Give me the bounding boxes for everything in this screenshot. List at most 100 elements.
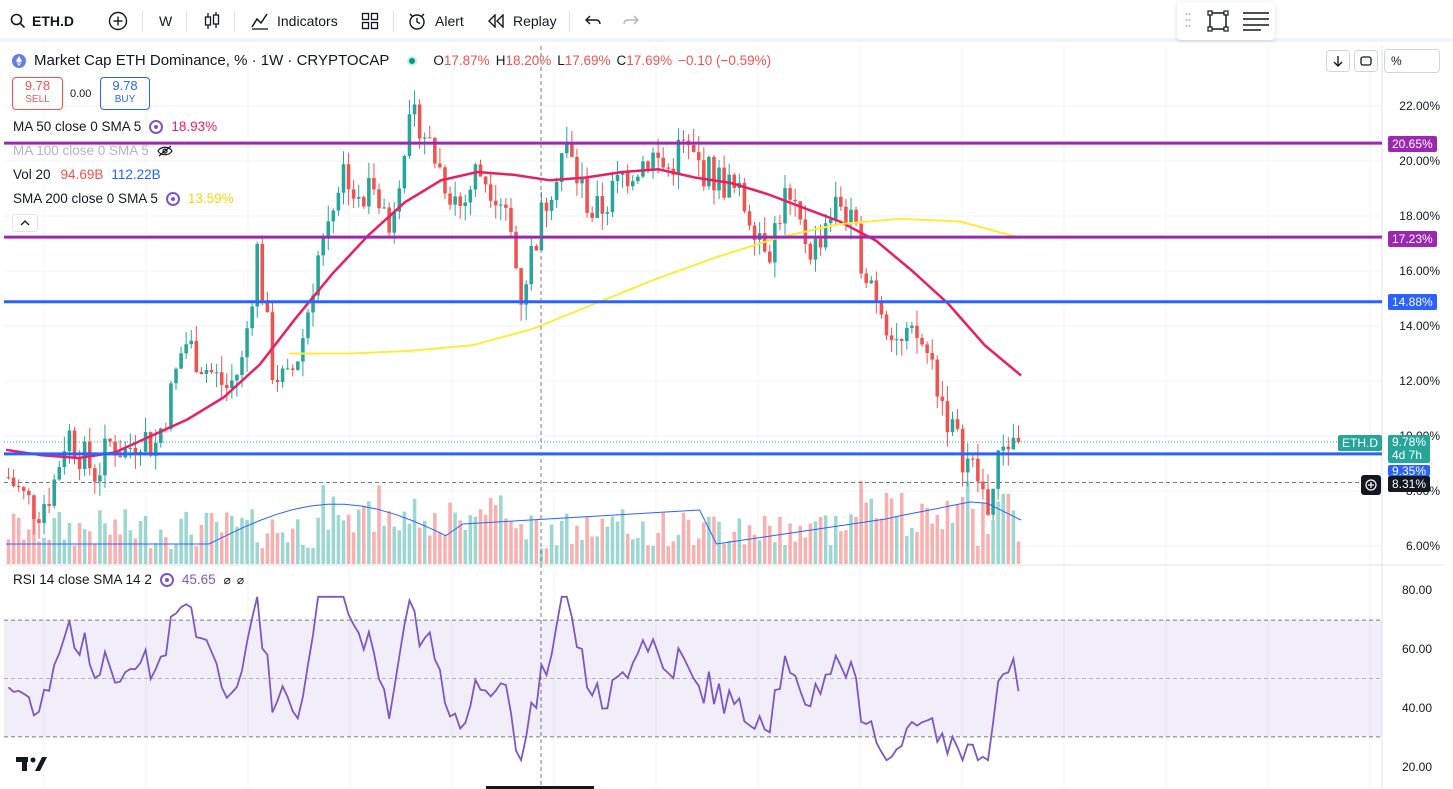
maximize-button[interactable] [1354, 50, 1378, 72]
volume-bar [351, 532, 356, 564]
volume-bar [666, 546, 671, 564]
rsi-legend[interactable]: RSI 14 close SMA 14 2 45.65 ⌀ ⌀ [13, 572, 244, 587]
scale-mode-button[interactable]: % [1384, 49, 1440, 73]
replay-label: Replay [513, 13, 557, 29]
candle-body [199, 371, 204, 374]
volume-bar [996, 501, 1000, 564]
volume-bar [336, 515, 341, 564]
scroll-down-button[interactable] [1326, 50, 1350, 72]
candle-body [382, 207, 386, 209]
drag-handle-icon[interactable] [1185, 12, 1191, 33]
volume-bar [179, 518, 183, 564]
volume-bar [661, 512, 665, 564]
tradingview-logo[interactable] [16, 756, 48, 777]
volume-bar [615, 521, 620, 564]
settings-icon[interactable] [165, 191, 180, 206]
candle-body [955, 419, 960, 429]
na-icon: ⌀ [236, 572, 245, 587]
candle-body [11, 477, 16, 487]
settings-icon[interactable] [149, 119, 164, 134]
replay-button[interactable]: Replay [487, 0, 557, 42]
candle-body [62, 451, 67, 467]
volume-bar [717, 521, 721, 564]
chart-canvas[interactable] [4, 46, 1444, 789]
candle-body [356, 196, 361, 199]
price-axis-label: 12.00% [1399, 374, 1440, 388]
volume-bar [585, 517, 589, 564]
volume-bar [362, 506, 366, 564]
layouts-button[interactable] [361, 0, 379, 42]
candle-body [407, 114, 412, 157]
candle-body [98, 475, 102, 482]
sell-button[interactable]: 9.78 SELL [12, 77, 63, 110]
candle-body [412, 104, 417, 115]
alert-button[interactable]: Alert [407, 0, 464, 42]
candle-body [72, 430, 77, 458]
volume-bar [854, 516, 858, 564]
volume-bar [742, 544, 747, 564]
volume-bar [478, 509, 483, 564]
volume-bar [889, 498, 894, 564]
candle-body [194, 340, 199, 372]
price-axis-label: 18.00% [1399, 209, 1440, 223]
candle-body [752, 225, 757, 240]
volume-bar [148, 548, 153, 564]
volume-bar [463, 529, 468, 564]
undo-button[interactable] [584, 0, 602, 42]
candle-body [93, 468, 97, 482]
candle-body [463, 202, 468, 207]
add-alert-button[interactable] [1361, 475, 1381, 495]
candle-body [453, 196, 457, 205]
candle-body [468, 189, 473, 203]
compare-button[interactable] [108, 0, 128, 42]
redo-button[interactable] [622, 0, 640, 42]
ma100-legend[interactable]: MA 100 close 0 SMA 5 [13, 143, 173, 158]
volume-bar [204, 512, 209, 564]
select-rectangle-icon[interactable] [1207, 10, 1229, 37]
volume-bar [341, 520, 346, 564]
volume-bar [488, 497, 493, 564]
volume-bar [113, 519, 117, 564]
volume-bar [159, 529, 163, 564]
volume-bar [752, 534, 757, 564]
candle-body [884, 314, 889, 336]
candle-body [1001, 446, 1006, 451]
collapse-legend-button[interactable] [12, 214, 38, 232]
candle-body [950, 419, 955, 433]
object-tree-icon[interactable] [1243, 11, 1269, 36]
candle-body [976, 458, 980, 482]
candle-body [32, 495, 36, 520]
volume-legend[interactable]: Vol 20 94.69B 112.22B [13, 167, 161, 182]
eye-hidden-icon[interactable] [157, 145, 173, 157]
sma200-legend[interactable]: SMA 200 close 0 SMA 5 13.59% [13, 191, 234, 206]
candle-body [996, 450, 1000, 489]
symbol-search[interactable]: ETH.D [10, 0, 74, 42]
volume-bar [6, 539, 11, 564]
volume-bar [407, 523, 412, 564]
volume-ma-line [6, 501, 1022, 545]
candle-body [889, 335, 894, 341]
buy-button[interactable]: 9.78 BUY [100, 77, 150, 110]
candle-body [605, 212, 610, 214]
candle-body [575, 156, 579, 184]
volume-bar [346, 514, 351, 564]
interval-button[interactable]: W [159, 13, 173, 29]
candle-body [169, 383, 173, 429]
chart-type-button[interactable] [203, 0, 221, 42]
candle-body [1016, 437, 1021, 443]
ma50-legend[interactable]: MA 50 close 0 SMA 5 18.93% [13, 119, 217, 134]
indicators-button[interactable]: Indicators [250, 0, 338, 42]
chart-panel[interactable]: Market Cap ETH Dominance, % · 1W · CRYPT… [4, 46, 1444, 789]
volume-bar [224, 512, 229, 564]
volume-bar [833, 516, 838, 564]
rsi-axis-label: 40.00 [1401, 701, 1432, 715]
volume-bar [265, 533, 270, 564]
candle-body [630, 181, 635, 187]
ohlc-open-label: O [433, 53, 444, 68]
settings-icon[interactable] [159, 572, 174, 587]
bar-countdown: 4d 7h [1392, 448, 1423, 462]
volume-bar [52, 518, 56, 564]
volume-bar [539, 548, 544, 564]
volume-bar [174, 544, 178, 564]
volume-bar [575, 525, 579, 564]
